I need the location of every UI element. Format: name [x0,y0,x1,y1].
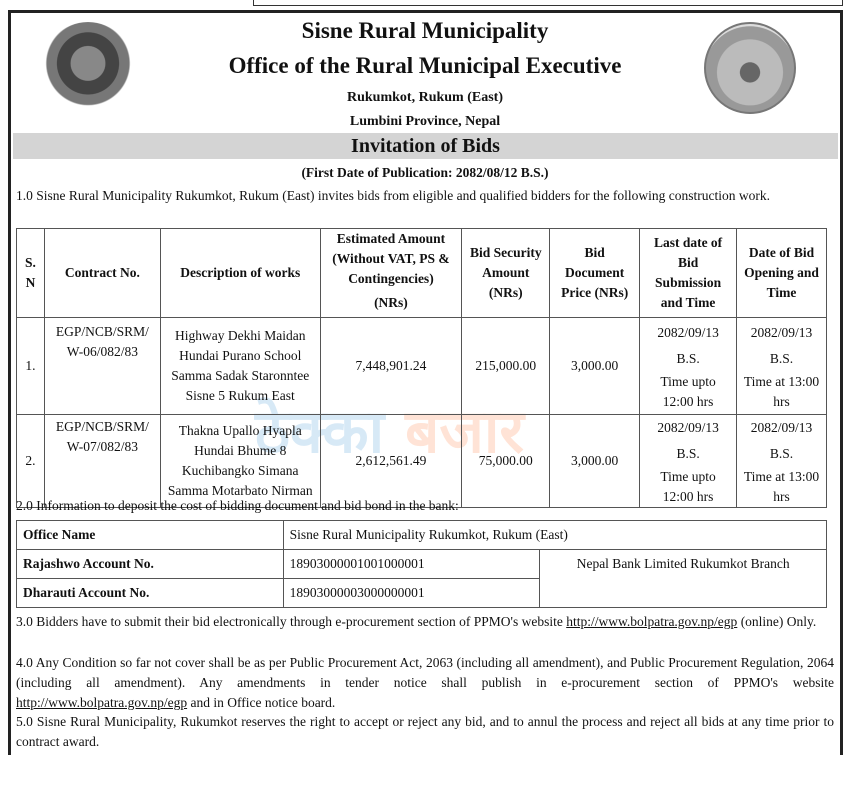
open-date: 2082/09/13 [750,420,813,435]
nepal-coat-of-arms-icon [42,22,134,114]
cell-last-date: 2082/09/13 B.S. Time upto 12:00 hrs [639,317,738,415]
bank-row-rajashwo: Rajashwo Account No. 18903000001001000001… [16,549,827,608]
rajashwo-label: Rajashwo Account No. [16,549,284,579]
last-bs: B.S. [676,351,700,366]
cell-description: Highway Dekhi Maidan Hundai Purano Schoo… [159,317,321,415]
table-row: 1. EGP/NCB/SRM/ W-06/082/83 Highway Dekh… [16,317,827,415]
cell-contract: EGP/NCB/SRM/ W-06/082/83 [43,317,161,415]
notice-frame [8,10,843,755]
cell-last-date: 2082/09/13 B.S. Time upto 12:00 hrs [639,414,738,508]
bank-row-dharauti: Dharauti Account No. 18903000003000000001 [16,578,827,608]
cell-doc-price: 3,000.00 [549,317,641,415]
last-bs: B.S. [676,446,700,461]
clause-4-text: 4.0 Any Condition so far not cover shall… [16,655,834,690]
open-date: 2082/09/13 [750,325,813,340]
last-date: 2082/09/13 [657,420,719,435]
municipality-title: Sisne Rural Municipality [301,18,549,43]
office-value: Sisne Rural Municipality Rukumkot, Rukum… [282,520,828,550]
clause-4-tail: and in Office notice board. [187,695,336,710]
cell-description: Thakna Upallo Hyapla Hundai Bhume 8 Kuch… [159,414,321,508]
rajashwo-value: 18903000001001000001 [282,549,541,579]
table-header-row: S. N Contract No. Description of works E… [16,228,827,318]
bank-name: Nepal Bank Limited Rukumkot Branch [539,549,827,608]
open-time: Time at 13:00 hrs [743,374,820,409]
cell-sn: 1. [16,317,45,415]
publication-date: (First Date of Publication: 2082/08/12 B… [301,165,549,180]
cell-security: 215,000.00 [461,317,551,415]
open-time: Time at 13:00 hrs [743,469,820,504]
header-security: Bid Security Amount (NRs) [461,228,551,318]
notice-title: Invitation of Bids [13,133,838,159]
header-estimate-label: Estimated Amount (Without VAT, PS & Cont… [332,231,450,286]
clause-3: 3.0 Bidders have to submit their bid ele… [16,612,834,632]
intro-paragraph: 1.0 Sisne Rural Municipality Rukumkot, R… [16,188,771,203]
header-description: Description of works [159,228,321,318]
clause-3-text: 3.0 Bidders have to submit their bid ele… [16,614,567,629]
table-row: 2. EGP/NCB/SRM/ W-07/082/83 Thakna Upall… [16,414,827,508]
header-estimate: Estimated Amount (Without VAT, PS & Cont… [319,228,463,318]
clause-5: 5.0 Sisne Rural Municipality, Rukumkot r… [16,714,834,749]
province: Lumbini Province, Nepal [349,114,501,129]
cell-security: 75,000.00 [461,414,551,508]
cell-sn: 2. [16,414,45,508]
bank-row-office: Office Name Sisne Rural Municipality Ruku… [16,520,828,550]
clause-3-tail: (online) Only. [737,614,817,629]
office-label: Office Name [16,520,284,550]
cell-estimate: 7,448,901.24 [319,317,463,415]
top-strip [253,0,843,6]
dharauti-value: 18903000003000000001 [282,578,541,608]
cell-estimate: 2,612,561.49 [319,414,463,508]
cell-doc-price: 3,000.00 [549,414,641,508]
last-time: Time upto 12:00 hrs [660,469,716,504]
open-bs: B.S. [769,446,794,461]
bids-table: S. N Contract No. Description of works E… [16,228,827,508]
clause-4: 4.0 Any Condition so far not cover shall… [16,653,834,713]
cell-opening-date: 2082/09/13 B.S. Time at 13:00 hrs [736,317,827,415]
open-bs: B.S. [769,351,794,366]
cell-opening-date: 2082/09/13 B.S. Time at 13:00 hrs [736,414,827,508]
bolpatra-link[interactable]: http://www.bolpatra.gov.np/egp [16,695,188,710]
address: Rukumkot, Rukum (East) [347,90,503,105]
bank-intro: 2.0 Information to deposit the cost of b… [16,498,459,513]
bolpatra-link[interactable]: http://www.bolpatra.gov.np/egp [566,614,738,629]
header-doc-price: Bid Document Price (NRs) [549,228,641,318]
header-opening-date: Date of Bid Opening and Time [736,228,827,318]
dharauti-label: Dharauti Account No. [16,578,284,608]
bank-table: Office Name Sisne Rural Municipality Ruku… [16,520,828,608]
last-date: 2082/09/13 [657,325,719,340]
last-time: Time upto 12:00 hrs [660,374,716,409]
office-title: Office of the Rural Municipal Executive [228,53,622,78]
header-last-date: Last date of Bid Submission and Time [639,228,738,318]
header-estimate-unit: (NRs) [374,295,408,310]
cell-contract: EGP/NCB/SRM/ W-07/082/83 [43,414,161,508]
municipality-logo-icon [704,22,796,114]
header-sn: S. N [16,228,45,318]
header-contract: Contract No. [43,228,161,318]
